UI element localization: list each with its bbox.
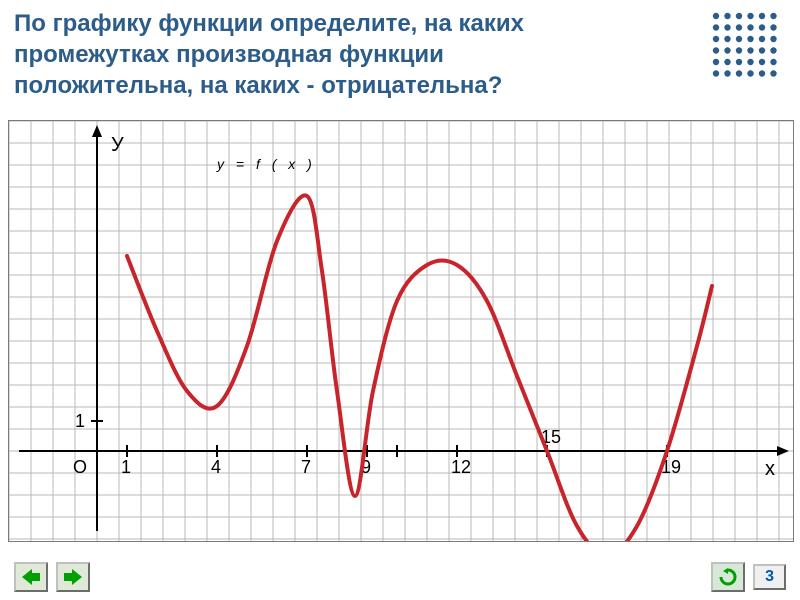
- svg-text:1: 1: [121, 457, 131, 477]
- dot-grid-decoration: [710, 10, 780, 80]
- svg-text:1: 1: [75, 411, 85, 431]
- chart-svg: 11479121519ОУхy = f ( x ): [9, 121, 793, 541]
- forward-arrow-icon: [64, 569, 82, 585]
- function-chart: 11479121519ОУхy = f ( x ): [8, 120, 794, 542]
- back-arrow-icon: [22, 569, 40, 585]
- reload-button[interactable]: [711, 562, 745, 592]
- svg-text:У: У: [111, 134, 124, 156]
- slide-number: 3: [753, 564, 786, 590]
- title-line-3: положительна, на каких - отрицательна?: [14, 72, 502, 99]
- nav-buttons: [14, 562, 90, 592]
- svg-text:y = f ( x ): y = f ( x ): [216, 156, 316, 172]
- svg-text:х: х: [765, 458, 775, 480]
- svg-text:7: 7: [301, 457, 311, 477]
- bottom-right-controls: 3: [711, 562, 786, 592]
- back-button[interactable]: [14, 562, 48, 592]
- svg-text:4: 4: [211, 457, 221, 477]
- title-line-2: промежутках производная функции: [14, 41, 444, 68]
- svg-text:12: 12: [451, 457, 471, 477]
- forward-button[interactable]: [56, 562, 90, 592]
- question-title: По графику функции определите, на каких …: [14, 8, 710, 102]
- title-line-1: По графику функции определите, на каких: [14, 10, 524, 37]
- svg-text:О: О: [73, 457, 87, 477]
- reload-icon: [718, 568, 738, 586]
